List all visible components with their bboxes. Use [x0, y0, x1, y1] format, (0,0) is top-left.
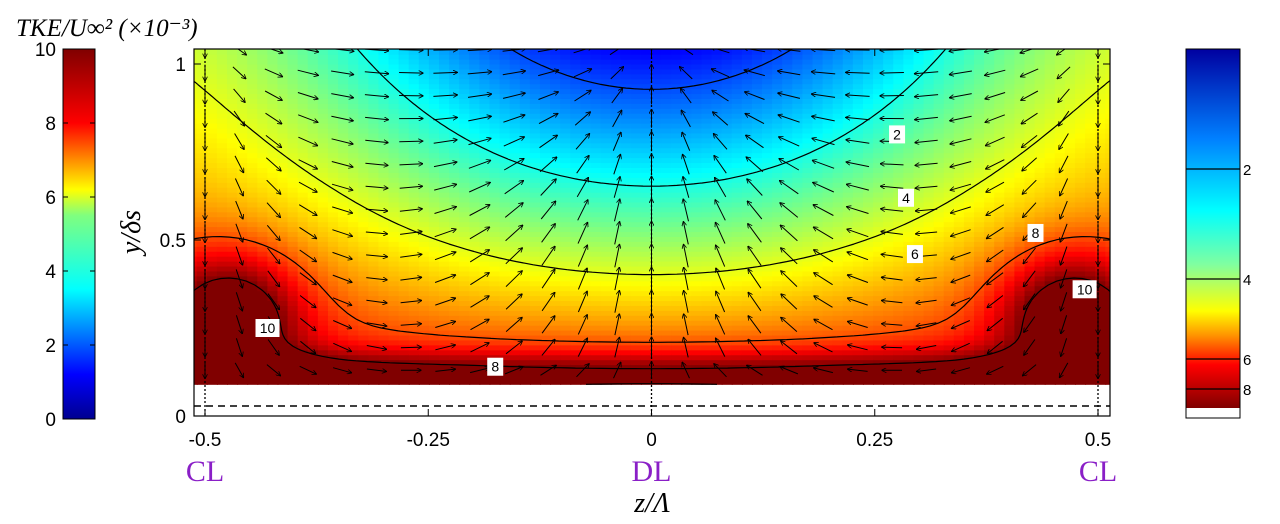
heatmap-cell: [500, 39, 511, 45]
heatmap-cell: [560, 39, 571, 45]
heatmap-cell: [621, 39, 632, 45]
heatmap-cell: [530, 39, 541, 45]
heatmap-cell: [681, 39, 692, 45]
heatmap-cell: [197, 39, 208, 45]
heatmap-cell: [782, 39, 793, 45]
heatmap-cell: [520, 39, 531, 45]
colorbar-tick-label: 10: [35, 40, 56, 61]
heatmap-cell: [479, 39, 490, 45]
colorbar-left: 0 2 4 6 8 10 TKE/U∞² (×10⁻³): [16, 15, 198, 431]
colorbar-tick-label: 6: [45, 188, 56, 209]
heatmap-cell: [671, 39, 682, 45]
heatmap-cell: [298, 39, 309, 45]
heatmap-cell: [641, 39, 652, 45]
heatmap-cell: [318, 39, 329, 45]
heatmap-cell: [722, 39, 733, 45]
heatmap-cell: [590, 39, 601, 45]
heatmap-cell: [409, 39, 420, 45]
colorbar-tick-label: 4: [45, 262, 56, 283]
heatmap-cell: [611, 39, 622, 45]
heatmap-cell: [257, 39, 268, 45]
heatmap-cell: [802, 39, 813, 45]
heatmap-cell: [661, 39, 672, 45]
heatmap-cell: [701, 39, 712, 45]
heatmap-cell: [732, 39, 743, 45]
heatmap-cell: [469, 39, 480, 45]
heatmap-cell: [277, 39, 288, 45]
heatmap-cell: [833, 39, 844, 45]
heatmap-cell: [742, 39, 753, 45]
heatmap-cell: [429, 39, 440, 45]
heatmap-cell: [631, 39, 642, 45]
heatmap-cell: [207, 39, 218, 45]
heatmap-cell: [772, 39, 783, 45]
heatmap-cell: [893, 39, 904, 45]
heatmap-cell: [227, 39, 238, 45]
heatmap-cell: [308, 39, 319, 45]
heatmap-cell: [399, 39, 410, 45]
heatmap-cell: [419, 39, 430, 45]
heatmap-cell: [449, 39, 460, 45]
heatmap-cell: [570, 39, 581, 45]
heatmap-cell: [378, 39, 389, 45]
heatmap-cell: [580, 39, 591, 45]
heatmap-cell: [237, 39, 248, 45]
heatmap-cell: [601, 39, 612, 45]
heatmap-cell: [792, 39, 803, 45]
heatmap-cell: [883, 39, 894, 45]
heatmap-cell: [843, 39, 854, 45]
heatmap-cell: [651, 39, 662, 45]
heatmap-cell: [288, 39, 299, 45]
colorbar-label: TKE/U∞² (×10⁻³): [16, 15, 198, 42]
heatmap-cell: [368, 39, 379, 45]
heatmap-cell: [510, 39, 521, 45]
heatmap-cell: [823, 39, 834, 45]
heatmap-cell: [813, 39, 824, 45]
heatmap-cell: [712, 39, 723, 45]
heatmap-cell: [358, 39, 369, 45]
heatmap-cell: [863, 39, 874, 45]
heatmap-cell: [752, 39, 763, 45]
heatmap-cell: [338, 39, 349, 45]
heatmap-cell: [459, 39, 470, 45]
heatmap-cell: [540, 39, 551, 45]
heatmap-cell: [389, 39, 400, 45]
heatmap-cell: [267, 39, 278, 45]
colorbar-tick-label: 2: [45, 336, 56, 357]
heatmap-cell: [550, 39, 561, 45]
colorbar-left-gradient: [63, 49, 95, 419]
colorbar-tick-label: 0: [45, 410, 56, 431]
heatmap-cell: [328, 39, 339, 45]
heatmap-cell: [217, 39, 228, 45]
heatmap-cell: [762, 39, 773, 45]
heatmap-cell: [247, 39, 258, 45]
heatmap-cell: [439, 39, 450, 45]
heatmap-cell: [489, 39, 500, 45]
colorbar-tick-label: 8: [45, 114, 56, 135]
heatmap-cell: [691, 39, 702, 45]
heatmap-cell: [348, 39, 359, 45]
heatmap-cell: [853, 39, 864, 45]
heatmap-cell: [873, 39, 884, 45]
